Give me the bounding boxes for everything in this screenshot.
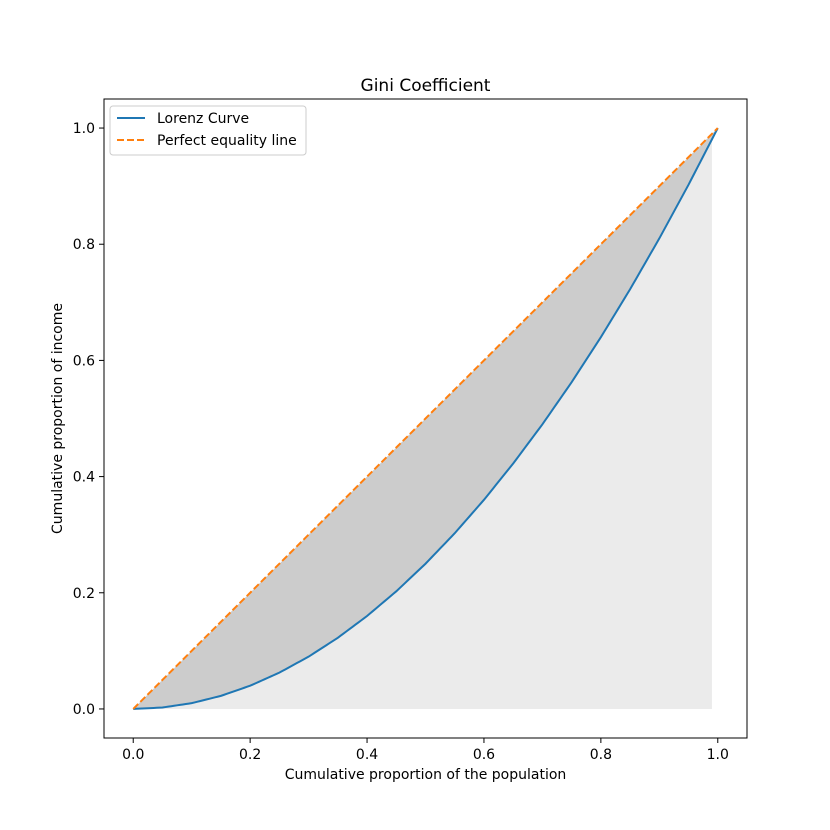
y-tick-label: 0.6 <box>73 353 95 369</box>
series-line-lorenz-curve <box>133 127 719 710</box>
legend: Lorenz Curve Perfect equality line <box>109 105 307 156</box>
y-tick-label: 0.8 <box>73 237 95 253</box>
legend-label-perfect-equality-line: Perfect equality line <box>157 133 297 149</box>
x-tick-label: 0.2 <box>239 747 261 763</box>
series-line-perfect-equality <box>132 127 719 710</box>
axes-frame <box>103 98 748 739</box>
x-tick-label: 0.8 <box>590 747 612 763</box>
y-tick-label: 1.0 <box>73 121 95 137</box>
y-axis-ticks: 0.0 0.2 0.4 0.6 0.8 1.0 <box>73 121 104 718</box>
series-lines <box>132 127 719 710</box>
legend-box <box>109 105 307 156</box>
x-tick-label: 0.4 <box>356 747 378 763</box>
fill-under-lorenz <box>133 139 712 709</box>
x-axis-ticks: 0.0 0.2 0.4 0.6 0.8 1.0 <box>122 738 729 763</box>
x-tick-label: 0.6 <box>473 747 495 763</box>
y-tick-label: 0.0 <box>73 702 95 718</box>
x-tick-label: 0.0 <box>122 747 144 763</box>
y-axis-label: Cumulative proportion of income <box>50 303 66 534</box>
chart-title: Gini Coefficient <box>361 76 491 96</box>
y-tick-label: 0.2 <box>73 586 95 602</box>
x-tick-label: 1.0 <box>707 747 729 763</box>
y-tick-label: 0.4 <box>73 470 95 486</box>
x-axis-label: Cumulative proportion of the population <box>285 767 567 783</box>
legend-label-lorenz-curve: Lorenz Curve <box>157 111 249 127</box>
